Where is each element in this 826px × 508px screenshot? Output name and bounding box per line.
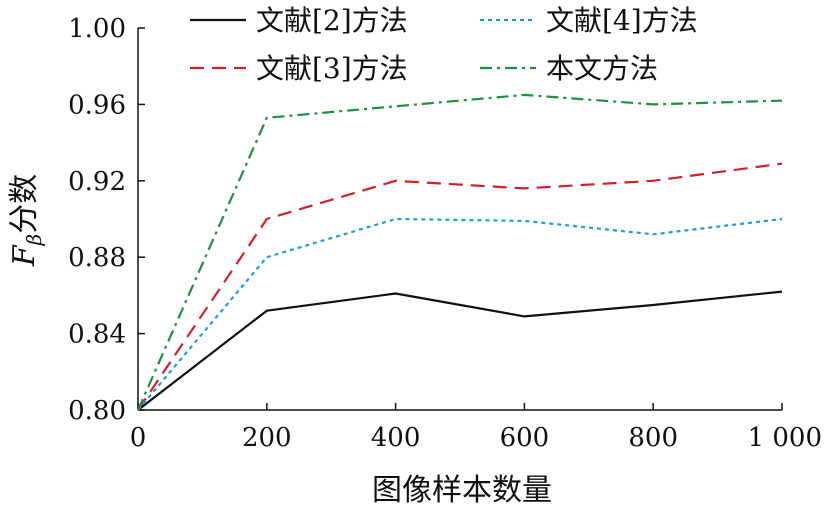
series-layer <box>136 93 783 411</box>
legend-item: 文献[2]方法 <box>190 4 408 37</box>
legend-item: 文献[4]方法 <box>480 4 698 37</box>
y-tick-label: 0.88 <box>68 243 126 273</box>
y-tick-label: 0.80 <box>68 396 126 426</box>
y-tick-label: 0.92 <box>68 167 126 197</box>
legend-label: 文献[3]方法 <box>256 52 408 85</box>
x-tick-label: 800 <box>628 423 678 453</box>
x-tick-label: 600 <box>500 423 550 453</box>
series-line-1 <box>137 290 783 411</box>
legend-item: 文献[3]方法 <box>190 52 408 85</box>
x-tick-label: 0 <box>130 423 147 453</box>
legend-item: 本文方法 <box>480 52 658 85</box>
y-axis-title-sub: β <box>22 234 46 247</box>
series-line-4 <box>136 93 783 411</box>
legend-label: 文献[2]方法 <box>256 4 408 37</box>
legend-label: 本文方法 <box>546 52 658 85</box>
x-tick-label: 400 <box>371 423 421 453</box>
x-axis-title: 图像样本数量 <box>372 473 552 508</box>
series-line-3 <box>137 217 783 411</box>
y-tick-label: 1.00 <box>68 14 126 44</box>
axes: 0.80 0.84 0.88 0.92 0.96 1.00 0 200 400 600 800 1 0… <box>68 14 822 453</box>
legend-label: 文献[4]方法 <box>546 4 698 37</box>
y-axis-title-suffix: 分数 <box>7 174 42 234</box>
x-tick-label: 1 000 <box>748 423 822 453</box>
x-tick-label: 200 <box>242 423 292 453</box>
y-axis-title-main: F <box>7 244 42 267</box>
y-tick-label: 0.84 <box>68 320 126 350</box>
series-line-2 <box>137 162 783 411</box>
y-axis-title: Fβ分数 <box>7 174 46 267</box>
y-tick-label: 0.96 <box>68 90 126 120</box>
